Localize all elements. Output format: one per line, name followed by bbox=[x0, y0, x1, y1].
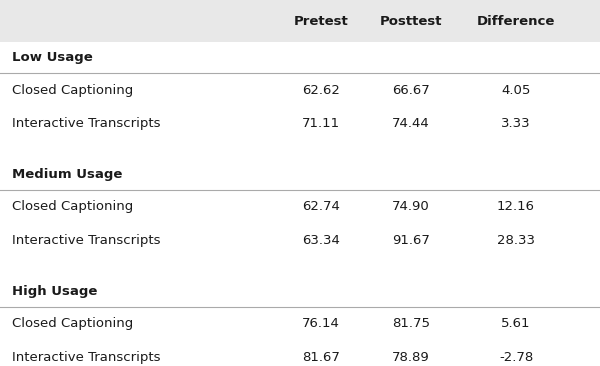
Text: 28.33: 28.33 bbox=[497, 234, 535, 247]
Text: High Usage: High Usage bbox=[12, 285, 97, 298]
Text: 71.11: 71.11 bbox=[302, 117, 340, 130]
Text: 81.67: 81.67 bbox=[302, 351, 340, 364]
Text: Interactive Transcripts: Interactive Transcripts bbox=[12, 351, 161, 364]
Text: Interactive Transcripts: Interactive Transcripts bbox=[12, 234, 161, 247]
Text: 81.75: 81.75 bbox=[392, 317, 430, 330]
Text: Closed Captioning: Closed Captioning bbox=[12, 200, 133, 213]
Text: 4.05: 4.05 bbox=[502, 83, 530, 97]
Text: Closed Captioning: Closed Captioning bbox=[12, 317, 133, 330]
Text: 5.61: 5.61 bbox=[501, 317, 531, 330]
Text: 91.67: 91.67 bbox=[392, 234, 430, 247]
Text: Posttest: Posttest bbox=[380, 15, 442, 27]
Text: 74.44: 74.44 bbox=[392, 117, 430, 130]
Bar bbox=[0, 0, 600, 42]
Text: Medium Usage: Medium Usage bbox=[12, 168, 122, 181]
Text: 74.90: 74.90 bbox=[392, 200, 430, 213]
Text: 12.16: 12.16 bbox=[497, 200, 535, 213]
Text: Difference: Difference bbox=[477, 15, 555, 27]
Text: Interactive Transcripts: Interactive Transcripts bbox=[12, 117, 161, 130]
Text: 66.67: 66.67 bbox=[392, 83, 430, 97]
Text: 62.62: 62.62 bbox=[302, 83, 340, 97]
Text: Closed Captioning: Closed Captioning bbox=[12, 83, 133, 97]
Text: 76.14: 76.14 bbox=[302, 317, 340, 330]
Text: 3.33: 3.33 bbox=[501, 117, 531, 130]
Text: 62.74: 62.74 bbox=[302, 200, 340, 213]
Text: 63.34: 63.34 bbox=[302, 234, 340, 247]
Text: 78.89: 78.89 bbox=[392, 351, 430, 364]
Text: -2.78: -2.78 bbox=[499, 351, 533, 364]
Text: Pretest: Pretest bbox=[293, 15, 349, 27]
Text: Low Usage: Low Usage bbox=[12, 51, 93, 64]
